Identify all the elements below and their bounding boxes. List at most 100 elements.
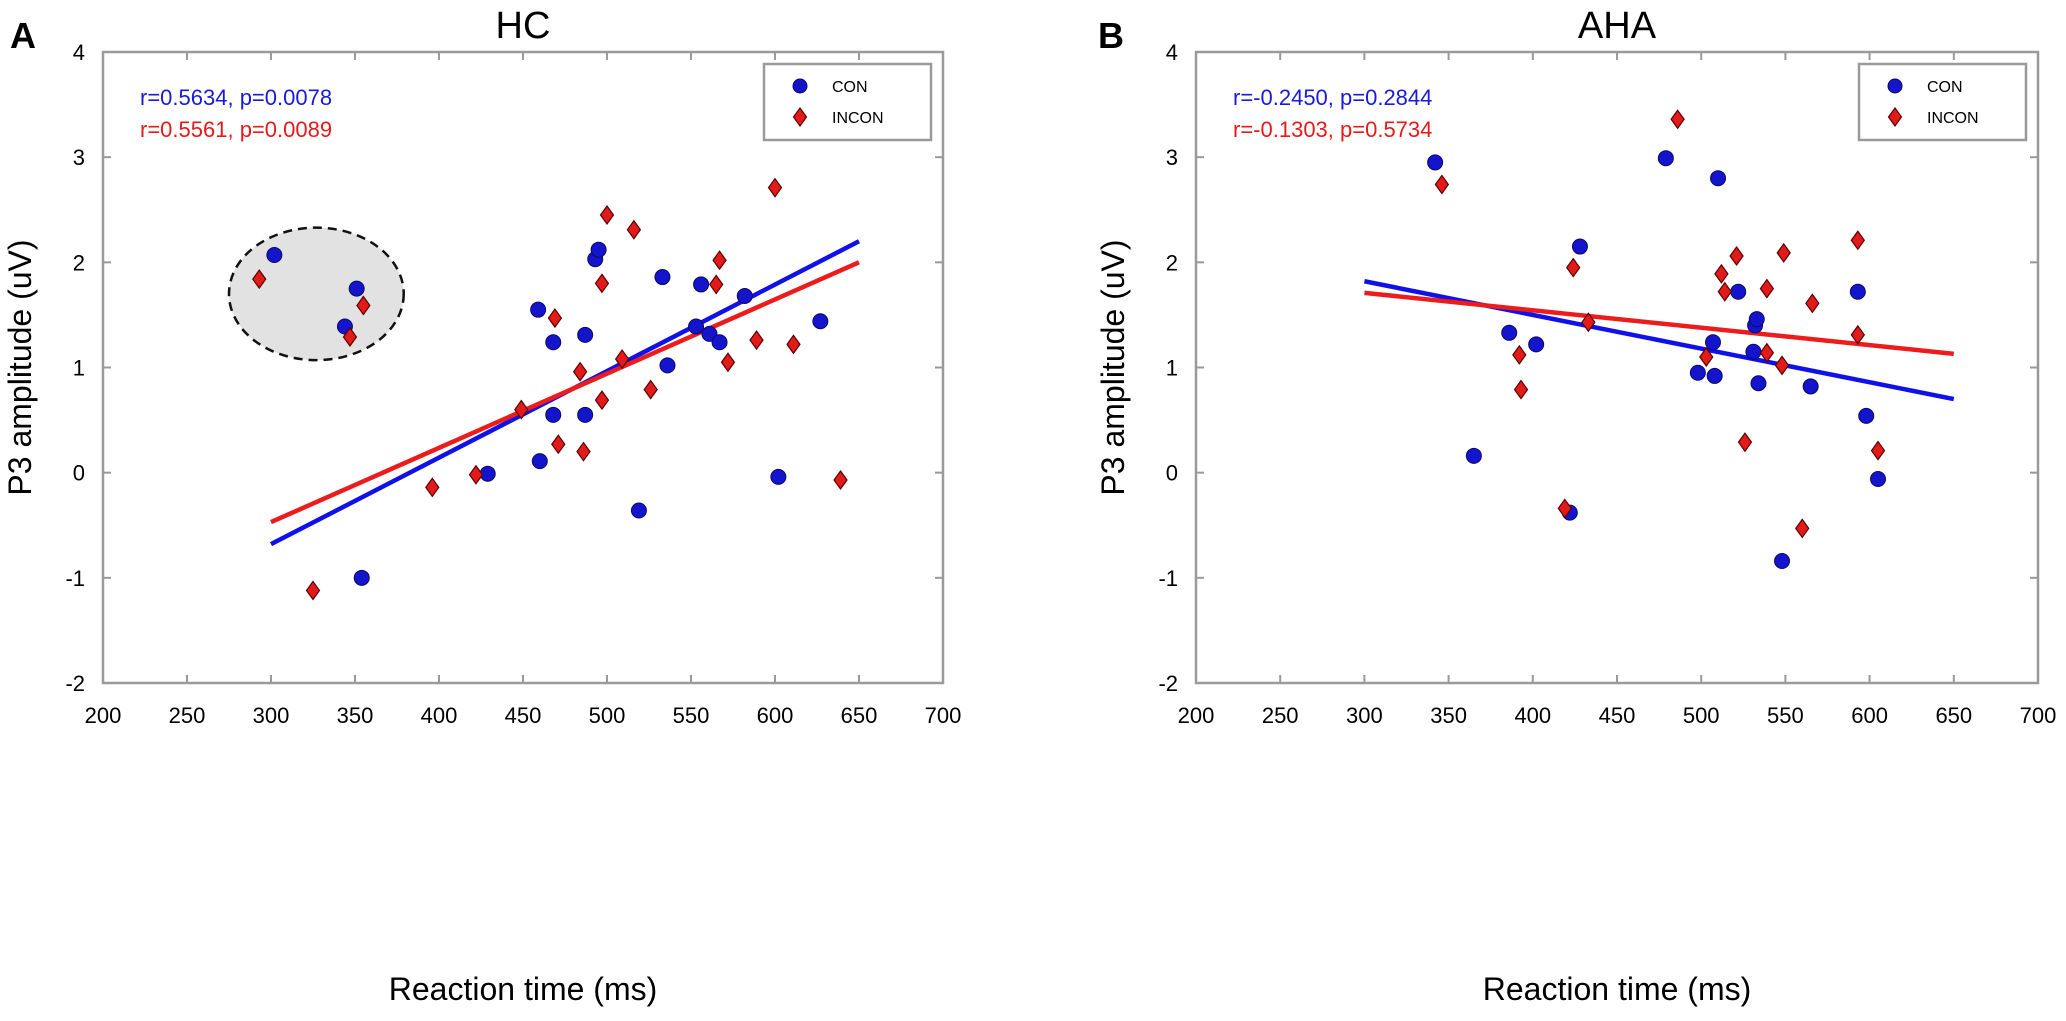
x-tick-label: 250	[1262, 703, 1299, 728]
point-con	[1774, 553, 1791, 570]
point-incon	[594, 390, 610, 411]
point-incon	[1850, 230, 1866, 251]
point-con	[1501, 324, 1518, 341]
fit-line-incon	[1364, 290, 1955, 357]
point-incon	[599, 204, 615, 226]
point-incon	[1805, 293, 1820, 314]
x-tick-label: 700	[925, 703, 962, 728]
x-tick-label: 300	[1346, 703, 1383, 728]
point-incon	[356, 295, 371, 316]
point-con	[1571, 238, 1588, 255]
point-incon	[614, 349, 630, 370]
point-incon	[749, 330, 764, 351]
point-con	[812, 313, 829, 330]
stat-text: r=-0.1303, p=0.5734	[1233, 117, 1432, 142]
x-tick-label: 600	[1851, 703, 1888, 728]
panel-b: B AHA 200 250 300 350 400 450 500 550 600 650 700 -2 -…	[1095, 5, 2056, 1007]
legend-label-con: CON	[832, 79, 868, 96]
x-tick-label: 400	[1514, 703, 1551, 728]
point-con	[590, 241, 607, 258]
point-con	[1657, 150, 1674, 167]
point-con	[531, 453, 548, 470]
point-con	[693, 276, 710, 293]
legend-marker-incon	[792, 106, 808, 128]
point-incon	[572, 361, 588, 382]
point-incon	[547, 308, 563, 329]
point-incon	[1870, 440, 1886, 461]
y-tick-label: 0	[73, 461, 85, 486]
point-con	[1710, 170, 1727, 187]
point-incon	[594, 273, 610, 294]
y-tick-label: -2	[1158, 671, 1178, 696]
x-axis-label: Reaction time (ms)	[1483, 971, 1752, 1007]
point-incon	[786, 334, 801, 355]
point-con	[348, 280, 365, 297]
point-con	[1858, 407, 1875, 424]
panel-label: B	[1098, 15, 1124, 56]
point-con	[479, 465, 496, 482]
stat-text: r=0.5561, p=0.0089	[140, 117, 332, 142]
plot-frame	[101, 50, 945, 685]
point-incon	[1737, 432, 1753, 453]
point-incon	[1581, 312, 1596, 333]
x-tick-label: 400	[421, 703, 458, 728]
point-con	[266, 246, 283, 263]
point-incon	[1774, 355, 1790, 376]
x-tick-label: 350	[1430, 703, 1467, 728]
point-incon	[1717, 281, 1732, 302]
point-con	[1528, 336, 1545, 353]
point-con	[1689, 364, 1706, 381]
point-incon	[1795, 518, 1810, 539]
point-con	[1870, 470, 1887, 487]
point-incon	[1434, 174, 1450, 195]
stat-text: r=0.5634, p=0.0078	[140, 85, 332, 110]
point-incon	[1670, 109, 1685, 130]
point-incon	[643, 379, 658, 400]
y-tick-label: 1	[73, 356, 85, 381]
legend-box	[1857, 62, 2028, 142]
plot-frame	[1194, 50, 2040, 685]
point-incon	[514, 399, 529, 420]
point-con	[1750, 375, 1767, 392]
legend-box	[762, 62, 933, 142]
point-con	[1730, 283, 1747, 300]
y-tick-label: -1	[65, 566, 85, 591]
point-incon	[1513, 379, 1529, 400]
point-incon	[1557, 498, 1573, 519]
point-con	[1427, 154, 1444, 171]
x-tick-label: 500	[589, 703, 626, 728]
point-con	[659, 357, 676, 374]
point-incon	[1565, 257, 1581, 278]
point-con	[770, 468, 787, 485]
panel-a: A HC 200 250 300 350 400 450 500 550 600 650 700 -2 -1…	[2, 5, 961, 1007]
x-tick-label: 550	[673, 703, 710, 728]
x-tick-label: 650	[841, 703, 878, 728]
x-tick-label: 600	[757, 703, 794, 728]
point-incon	[1759, 278, 1775, 299]
point-con	[577, 326, 594, 343]
point-incon	[1729, 245, 1744, 267]
x-tick-label: 700	[2020, 703, 2057, 728]
point-incon	[708, 274, 724, 295]
point-con	[1465, 447, 1482, 464]
stat-text: r=-0.2450, p=0.2844	[1233, 85, 1432, 110]
point-incon	[551, 434, 566, 455]
point-incon	[1512, 344, 1527, 365]
point-incon	[468, 464, 484, 485]
point-con	[1802, 378, 1819, 395]
point-incon	[1714, 263, 1729, 284]
panel-label: A	[10, 15, 36, 56]
y-tick-label: 3	[73, 145, 85, 170]
legend-marker-incon	[1887, 106, 1903, 128]
legend-label-incon: INCON	[1927, 110, 1979, 127]
fit-line-con	[1363, 279, 1955, 402]
x-tick-label: 300	[253, 703, 290, 728]
legend-marker-con	[792, 78, 808, 94]
legend-marker-con	[1887, 78, 1903, 94]
x-tick-label: 550	[1767, 703, 1804, 728]
point-con	[353, 569, 370, 586]
chart-title: HC	[496, 5, 551, 47]
point-incon	[626, 219, 642, 240]
legend: CON INCON	[1857, 62, 2028, 142]
